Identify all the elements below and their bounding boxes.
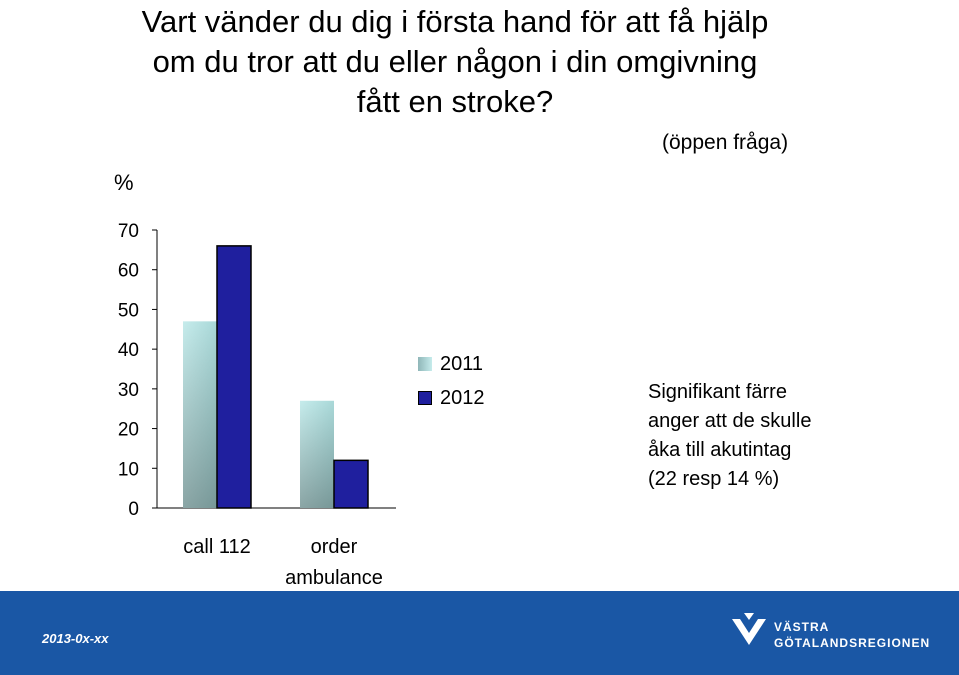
x-tick-label-0-0: call 112: [183, 536, 250, 558]
footer-bar: 2013-0x-xx VÄSTRA GÖTALANDSREGIONEN: [0, 591, 959, 675]
bar-shade-2011-1: [300, 400, 334, 508]
y-tick-label-0: 0: [128, 499, 139, 520]
vgr-logo: VÄSTRA GÖTALANDSREGIONEN: [728, 609, 930, 659]
title-line-1: Vart vänder du dig i första hand för att…: [141, 4, 769, 39]
y-tick-label-20: 20: [118, 420, 139, 441]
y-tick-label-60: 60: [118, 261, 139, 282]
note-line-2: anger att de skulle: [648, 410, 812, 432]
note-line-3: åka till akutintag: [648, 439, 792, 461]
y-tick-label-30: 30: [118, 380, 139, 401]
footer-date: 2013-0x-xx: [42, 631, 109, 646]
y-tick-label-10: 10: [118, 459, 139, 480]
significance-note: Signifikant färre anger att de skulle åk…: [648, 378, 888, 494]
legend-swatch-2011: [418, 357, 432, 371]
note-line-1: Signifikant färre: [648, 381, 787, 403]
legend-swatch-2012: [418, 391, 432, 405]
title-line-2: om du tror att du eller någon i din omgi…: [152, 44, 758, 79]
title-line-3: fått en stroke?: [356, 84, 554, 119]
bar-chart: 0 10 20 30 40 50 60 70 call 112 order ambulance: [118, 221, 396, 589]
note-line-4: (22 resp 14 %): [648, 468, 780, 490]
bar-2012-1: [333, 459, 369, 509]
bar-shade-2011-0: [183, 321, 217, 508]
legend-label-2011: 2011: [440, 352, 484, 375]
legend-label-2012: 2012: [440, 386, 485, 409]
vgr-logo-icon: [732, 613, 766, 645]
y-axis-unit-label: %: [114, 170, 134, 195]
vgr-logo-text: VÄSTRA GÖTALANDSREGIONEN: [774, 619, 930, 651]
chart-legend: 2011 2012: [418, 347, 485, 415]
chart-title: Vart vänder du dig i första hand för att…: [0, 2, 910, 122]
bar-2012-0: [216, 245, 252, 509]
y-tick-label-70: 70: [118, 221, 139, 242]
logo-line-1: VÄSTRA: [774, 620, 830, 634]
y-tick-label-50: 50: [118, 300, 139, 321]
logo-line-2: GÖTALANDSREGIONEN: [774, 636, 931, 650]
legend-item-2012: 2012: [418, 381, 485, 415]
x-tick-label-1-0: order: [311, 536, 358, 558]
question-type-note: (öppen fråga): [662, 131, 789, 154]
y-tick-label-40: 40: [118, 340, 139, 361]
x-tick-label-1-1: ambulance: [285, 567, 383, 589]
legend-item-2011: 2011: [418, 347, 485, 381]
